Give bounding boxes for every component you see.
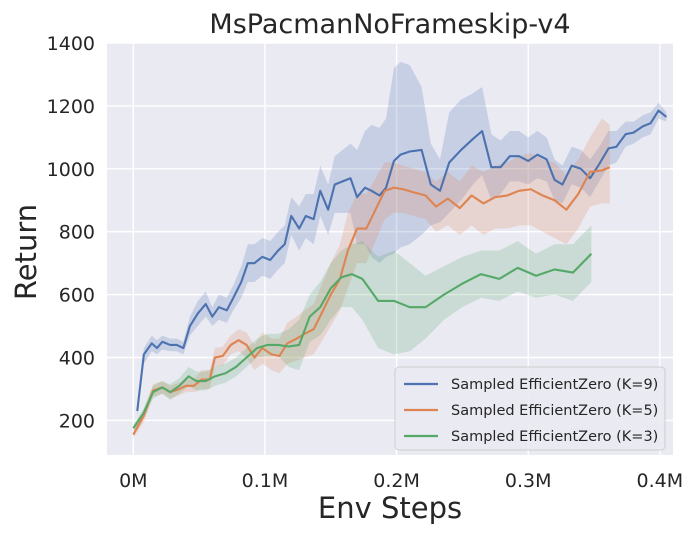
series-0-line bbox=[136, 109, 668, 412]
x-tick-label: 0.4M bbox=[637, 470, 684, 492]
x-tick-label: 0.3M bbox=[505, 470, 552, 492]
legend-box bbox=[394, 366, 666, 451]
y-axis-title: Return bbox=[9, 204, 43, 300]
y-tick-label: 200 bbox=[59, 410, 95, 432]
legend-label: Sampled EfficientZero (K=3) bbox=[451, 429, 658, 445]
legend-label: Sampled EfficientZero (K=9) bbox=[451, 377, 658, 393]
legend-label: Sampled EfficientZero (K=5) bbox=[451, 403, 658, 419]
x-axis-title: Env Steps bbox=[318, 491, 462, 525]
series-1-band bbox=[133, 118, 610, 438]
series-lines bbox=[132, 109, 668, 436]
y-tick-label: 400 bbox=[59, 348, 95, 370]
legend: Sampled EfficientZero (K=9) Sampled Effic… bbox=[394, 366, 666, 451]
y-tick-label: 1200 bbox=[47, 96, 95, 118]
x-tick-label: 0M bbox=[119, 470, 147, 492]
y-tick-label: 1000 bbox=[47, 159, 95, 181]
y-tick-label: 800 bbox=[59, 222, 95, 244]
y-tick-label: 1400 bbox=[47, 33, 95, 55]
x-tick-label: 0.1M bbox=[242, 470, 289, 492]
y-tick-label: 600 bbox=[59, 285, 95, 307]
x-tick-label: 0.2M bbox=[373, 470, 420, 492]
chart-title: MsPacmanNoFrameskip-v4 bbox=[209, 9, 570, 40]
tick-labels: 0M 0.1M 0.2M 0.3M 0.4M 200 400 600 800 1000 1200 14… bbox=[47, 33, 684, 492]
series-2-line bbox=[132, 252, 593, 429]
series-0-band bbox=[137, 61, 667, 418]
